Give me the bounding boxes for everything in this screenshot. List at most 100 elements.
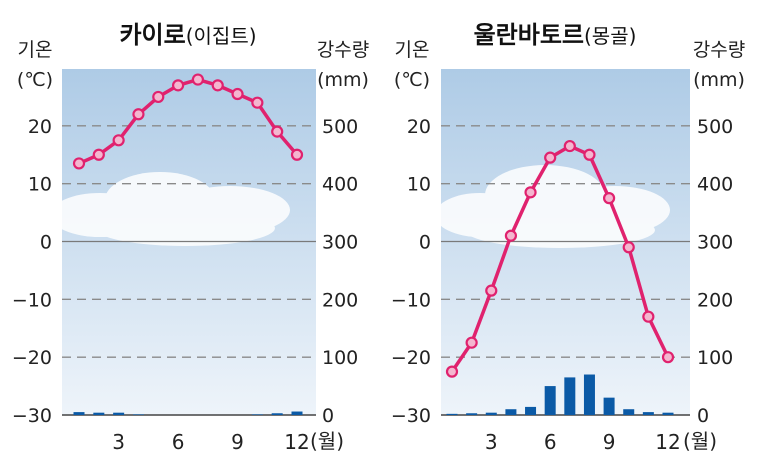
precipitation-bar	[485, 412, 497, 415]
temperature-point	[485, 284, 498, 297]
temperature-point	[112, 134, 125, 147]
temperature-point	[171, 79, 185, 92]
left-tick-label: −10	[12, 289, 52, 311]
temperature-point	[583, 148, 596, 161]
right-axis-title: 강수량	[317, 39, 369, 61]
x-tick-label: 6	[172, 430, 185, 454]
left-tick-label: −10	[391, 289, 431, 311]
left-tick-label: 0	[40, 232, 52, 254]
precipitation-bar	[642, 412, 654, 415]
temperature-line	[72, 73, 304, 170]
temperature-point	[445, 365, 459, 378]
precipitation-bar	[603, 397, 615, 415]
temperature-point	[602, 192, 616, 205]
temperature-point	[524, 186, 537, 199]
x-tick-label: 9	[231, 430, 244, 454]
left-tick-label: 20	[28, 116, 52, 138]
x-tick-label: 6	[544, 430, 557, 454]
left-tick-label: 0	[419, 232, 431, 254]
chart-title-main: 카이로	[119, 21, 185, 49]
temperature-point	[72, 157, 86, 170]
left-axis-ticks: 20 10 0 −10 −20 −30	[391, 116, 431, 427]
right-tick-label: 200	[697, 289, 733, 311]
x-tick-label: 12	[655, 430, 680, 454]
chart-title: 카이로(이집트)	[119, 21, 256, 49]
right-axis-ticks: 500 400 300 200 100 0	[697, 116, 733, 427]
right-axis-unit: (mm)	[693, 69, 745, 91]
x-axis-ticks: 3 6 9 12	[485, 430, 681, 454]
temperature-point	[211, 79, 224, 92]
precipitation-bar	[271, 413, 283, 415]
x-tick-label: 3	[112, 430, 125, 454]
temperature-point	[622, 241, 635, 254]
temperature-point	[92, 148, 105, 161]
cloud-decoration	[50, 172, 290, 246]
right-axis-unit: (mm)	[317, 69, 369, 91]
right-tick-label: 100	[697, 347, 733, 369]
left-tick-label: 20	[407, 116, 431, 138]
left-tick-label: −20	[391, 347, 431, 369]
right-tick-label: 400	[697, 174, 733, 196]
left-tick-label: −20	[12, 347, 52, 369]
left-tick-label: 10	[407, 174, 431, 196]
temperature-point	[290, 148, 304, 161]
precipitation-bar	[564, 377, 576, 415]
precipitation-bar	[132, 414, 144, 415]
precipitation-bar	[93, 412, 105, 415]
x-axis-ticks: 3 6 9 12	[112, 430, 309, 454]
precipitation-bars	[73, 411, 303, 415]
right-tick-label: 300	[322, 232, 358, 254]
precipitation-bar	[623, 409, 635, 415]
precipitation-bar	[525, 406, 537, 415]
precipitation-bar	[466, 413, 478, 415]
left-axis-title: 기온	[18, 39, 53, 61]
temperature-point	[642, 310, 655, 323]
right-tick-label: 500	[322, 116, 358, 138]
right-tick-label: 500	[697, 116, 733, 138]
temperature-point	[465, 336, 478, 349]
left-axis-ticks: 20 10 0 −10 −20 −30	[12, 116, 52, 427]
temperature-point	[251, 96, 264, 109]
precipitation-bar	[251, 414, 263, 415]
precipitation-bars	[446, 374, 674, 415]
temperature-series-line	[450, 144, 670, 373]
temperature-point	[191, 73, 205, 86]
temperature-point	[563, 139, 576, 153]
precipitation-bar	[505, 409, 517, 415]
precipitation-bar	[544, 386, 556, 415]
precipitation-bar	[446, 413, 458, 415]
chart-title-main: 울란바토르	[474, 21, 584, 49]
x-axis-unit: (월)	[310, 429, 344, 453]
x-tick-label: 3	[485, 430, 498, 454]
temperature-point	[132, 108, 145, 121]
temperature-point	[152, 90, 165, 104]
temperature-point	[271, 125, 284, 138]
temperature-point	[544, 151, 557, 164]
right-tick-label: 300	[697, 232, 733, 254]
precipitation-bar	[113, 412, 125, 415]
right-tick-label: 400	[322, 174, 358, 196]
x-tick-label: 12	[284, 430, 309, 454]
left-tick-label: −30	[391, 405, 431, 427]
right-axis-title: 강수량	[693, 39, 745, 61]
left-tick-label: −30	[12, 405, 52, 427]
right-tick-label: 0	[697, 405, 709, 427]
precipitation-bar	[583, 374, 595, 415]
right-axis-ticks: 500 400 300 200 100 0	[322, 116, 358, 427]
right-tick-label: 0	[322, 405, 334, 427]
chart-title-sub: (몽골)	[584, 24, 636, 48]
x-tick-label: 9	[603, 430, 616, 454]
left-axis-unit: (℃)	[394, 69, 430, 91]
temperature-point	[231, 87, 244, 101]
left-tick-label: 10	[28, 174, 52, 196]
left-axis-unit: (℃)	[17, 69, 53, 91]
precipitation-bar	[662, 412, 674, 415]
precipitation-bar	[291, 411, 303, 415]
right-tick-label: 100	[322, 347, 358, 369]
temperature-point	[661, 351, 675, 364]
chart-title-sub: (이집트)	[186, 24, 257, 48]
right-tick-label: 200	[322, 289, 358, 311]
temperature-point	[504, 229, 518, 242]
